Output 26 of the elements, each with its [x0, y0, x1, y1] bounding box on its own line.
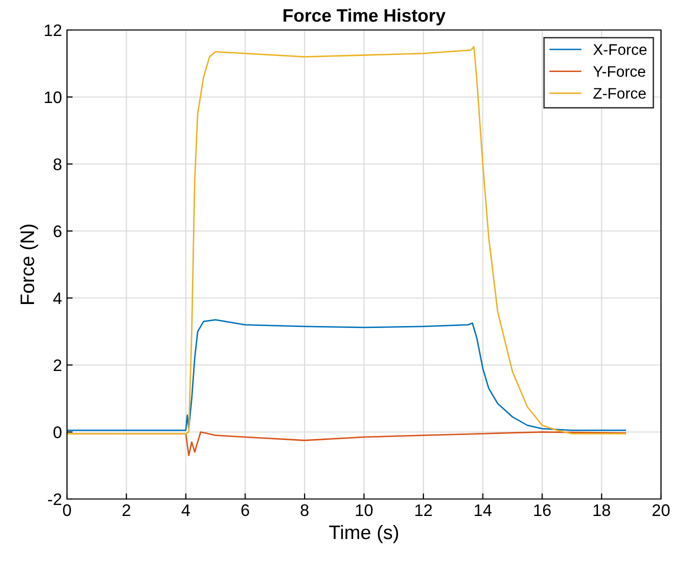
chart-title: Force Time History [284, 8, 446, 26]
legend-label: X-Force [593, 44, 647, 55]
legend-label: Y-Force [593, 66, 646, 77]
line-series [67, 319, 626, 432]
y-tick-label: 8 [54, 158, 62, 170]
x-tick-label: 20 [652, 504, 670, 516]
x-tick-label: 10 [356, 504, 373, 516]
x-axis-title: Time (s) [329, 524, 398, 544]
y-tick-label: 12 [44, 24, 62, 36]
y-tick-label: 6 [54, 225, 62, 238]
y-tick-label: 4 [53, 292, 62, 304]
x-tick-label: 4 [182, 504, 190, 516]
y-tick-label: -2 [48, 493, 62, 506]
x-tick-label: 12 [415, 504, 432, 516]
y-axis-title: Force (N) [20, 224, 38, 304]
x-tick-label: 6 [241, 504, 250, 516]
y-tick-label: 2 [54, 359, 62, 372]
x-tick-label: 16 [534, 504, 551, 516]
x-tick-label: 2 [122, 504, 130, 516]
x-tick-label: 18 [594, 504, 610, 516]
x-tick-label: 14 [474, 504, 492, 516]
y-tick-label: 0 [54, 426, 62, 438]
y-tick-label: 10 [44, 91, 62, 104]
x-tick-label: 8 [300, 504, 309, 516]
legend-label: Z-Force [593, 88, 646, 99]
x-tick-label: 0 [63, 504, 71, 516]
